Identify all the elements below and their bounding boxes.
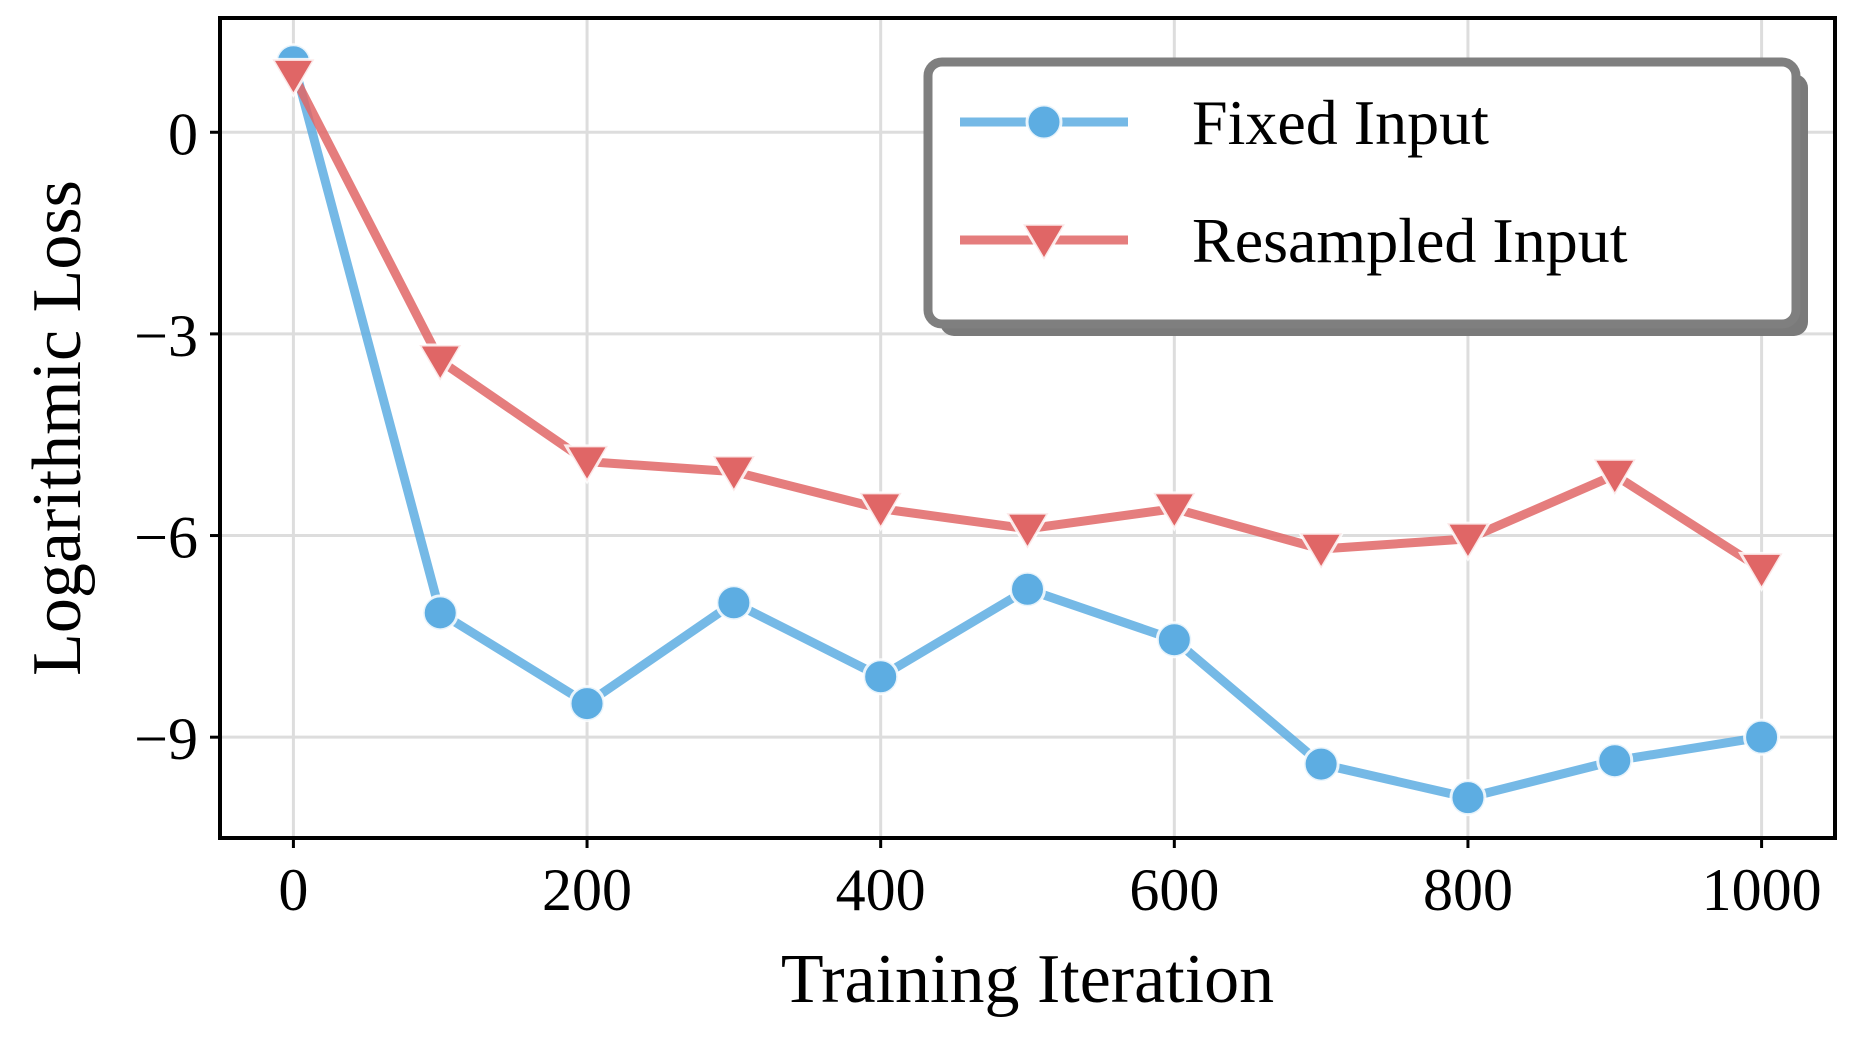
data-point [1302, 745, 1340, 783]
x-tick-label: 800 [1423, 857, 1513, 923]
data-point [563, 444, 611, 485]
legend-label: Resampled Input [1192, 205, 1628, 276]
data-point [1591, 457, 1639, 498]
plot-frame [218, 16, 1837, 840]
legend-marker [1020, 222, 1068, 263]
data-point [1743, 718, 1781, 756]
x-tick-label: 1000 [1702, 857, 1822, 923]
data-point [1596, 742, 1634, 780]
data-point [1009, 570, 1046, 608]
y-tick-label: −9 [134, 706, 198, 772]
series-layer [269, 43, 1786, 817]
data-point [421, 594, 459, 632]
legend-item: Resampled Input [960, 205, 1628, 276]
data-point [1150, 491, 1198, 532]
y-axis-label: Logarithmic Loss [19, 180, 96, 676]
data-point [857, 491, 905, 532]
legend-item: Fixed Input [960, 87, 1489, 158]
x-tick-label: 600 [1129, 857, 1219, 923]
y-tick-label: −6 [134, 505, 198, 571]
legend: Fixed Input Resampled Input [923, 57, 1808, 336]
x-axis: 0 200 400 600 800 1000 [278, 838, 1822, 923]
data-point [1297, 531, 1345, 572]
x-tick-label: 200 [542, 857, 632, 923]
series-resampled-input [269, 57, 1786, 593]
data-point [1444, 521, 1492, 562]
data-point [862, 658, 900, 696]
data-point [416, 343, 464, 384]
data-point [1003, 511, 1052, 552]
data-point [1449, 779, 1487, 817]
data-point [715, 584, 753, 622]
y-axis: 0 −3 −6 −9 [134, 101, 220, 772]
data-point [1737, 551, 1786, 593]
x-tick-label: 400 [836, 857, 926, 923]
series-fixed-input [274, 43, 1781, 817]
y-tick-label: −3 [134, 303, 198, 369]
data-point [269, 57, 318, 99]
x-axis-label: Training Iteration [781, 941, 1274, 1018]
data-point [1155, 621, 1193, 659]
data-point [568, 685, 606, 723]
data-point [710, 454, 758, 495]
legend-box [923, 57, 1801, 329]
x-tick-label: 0 [278, 857, 308, 923]
legend-marker [1025, 103, 1063, 141]
legend-label: Fixed Input [1192, 87, 1489, 158]
y-tick-label: 0 [168, 101, 198, 167]
